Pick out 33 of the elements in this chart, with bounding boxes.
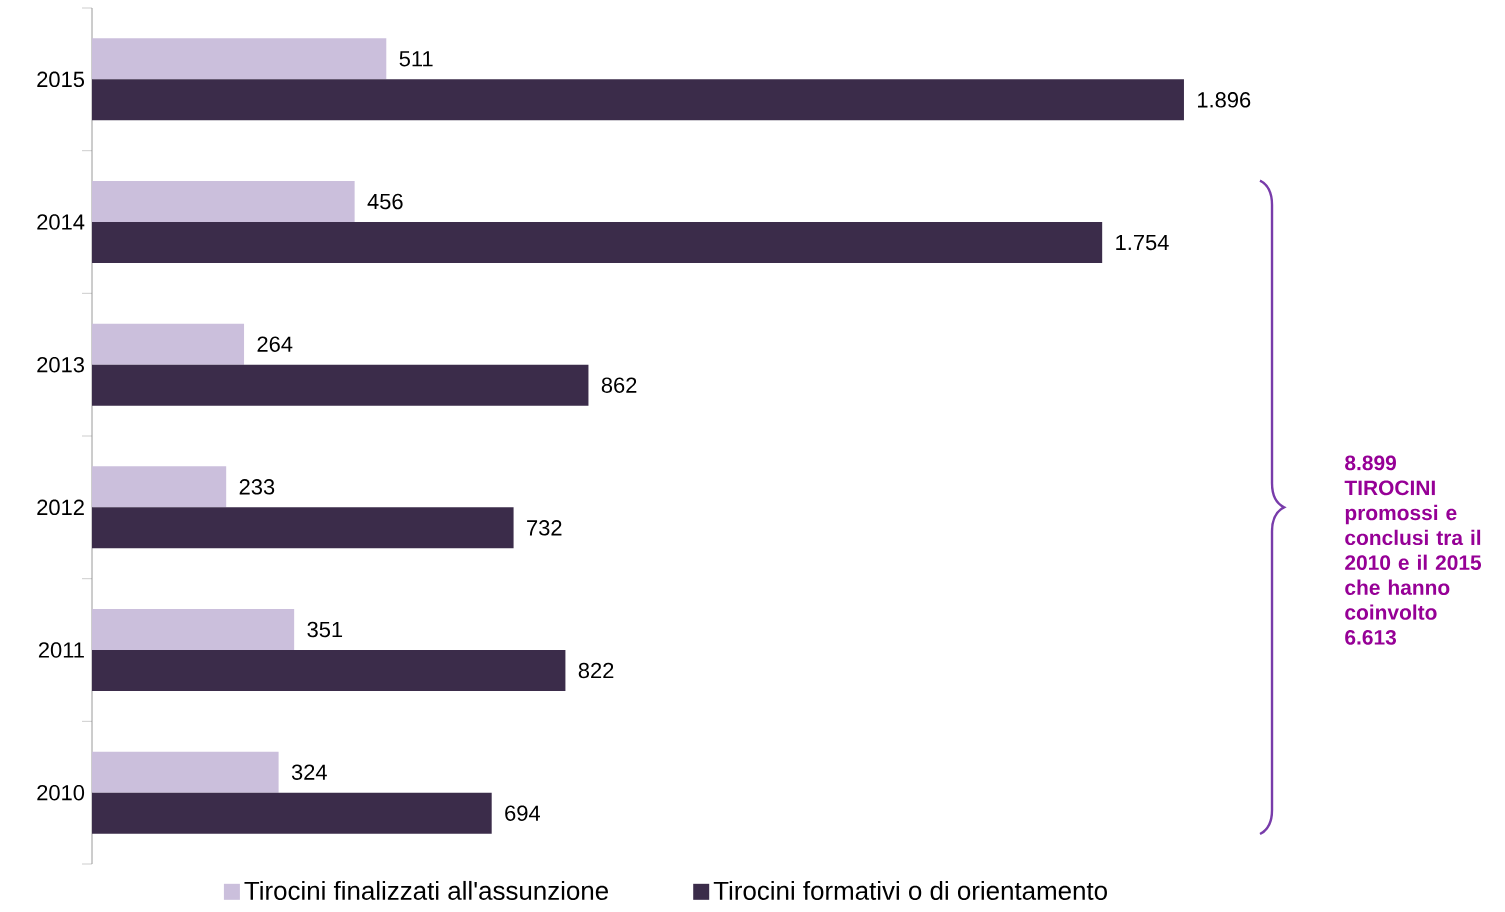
data-label: 694 (505, 805, 540, 821)
data-label: 862 (601, 377, 637, 393)
bar (92, 466, 227, 508)
bar (92, 38, 387, 80)
text: 8.899 TIROCINI promossi e conclusi tra il 2010 e il 2015 che hanno coinvolto 6.613 (1344, 455, 1482, 645)
y-tick-label: 2011 (38, 642, 84, 658)
bar (92, 364, 589, 406)
bar (92, 181, 355, 223)
bar (92, 650, 566, 692)
bar (92, 79, 1184, 121)
data-label: 456 (367, 193, 403, 210)
data-label: 233 (239, 479, 275, 495)
y-tick-label: 2015 (37, 71, 85, 88)
y-tick-label: 2010 (37, 784, 85, 801)
data-label: 1.754 (1116, 234, 1169, 251)
bar (92, 609, 295, 651)
bar (92, 323, 245, 365)
legend-label: Tirocini finalizzati all'assunzione (244, 880, 608, 900)
data-label: 351 (307, 621, 343, 638)
data-label: 732 (527, 520, 562, 536)
data-label: 1.896 (1198, 92, 1251, 108)
data-label: 822 (578, 662, 614, 679)
y-tick-label: 2012 (37, 499, 84, 516)
y-tick-label: 2013 (37, 356, 84, 373)
legend-label: Tirocini formativi o di orientamento (713, 880, 1107, 900)
bar (92, 751, 279, 793)
y-tick-label: 2014 (37, 214, 85, 230)
data-label: 264 (257, 336, 293, 352)
bar (92, 222, 1103, 264)
bar (92, 507, 514, 549)
data-label: 324 (291, 764, 327, 780)
bar (92, 792, 492, 834)
data-label: 511 (399, 51, 433, 67)
